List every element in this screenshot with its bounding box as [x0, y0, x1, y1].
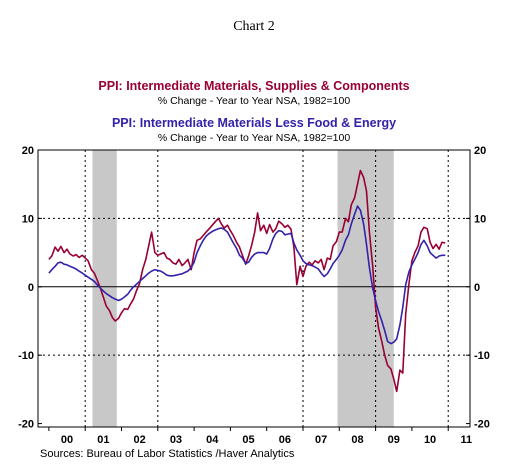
series-2-subtitle: % Change - Year to Year NSA, 1982=100 — [158, 132, 351, 144]
series-1-title: PPI: Intermediate Materials, Supplies & … — [98, 79, 409, 93]
recession-band-1 — [92, 150, 117, 427]
chart-title: Chart 2 — [233, 19, 275, 34]
x-tick-label: 00 — [61, 434, 73, 446]
x-tick-label: 10 — [424, 434, 436, 446]
series-line-1 — [48, 169, 446, 393]
y-tick-label-right: 0 — [474, 282, 480, 294]
series-line-2 — [48, 205, 446, 345]
x-tick-label: 09 — [388, 434, 400, 446]
y-tick-label-left: 0 — [28, 282, 34, 294]
x-tick-label: 11 — [461, 434, 473, 446]
plot-frame — [37, 149, 471, 428]
y-tick-label-right: -20 — [474, 419, 490, 431]
x-tick-label: 08 — [351, 434, 363, 446]
x-tick-label: 04 — [206, 434, 219, 446]
x-tick-label: 07 — [315, 434, 327, 446]
x-tick-label: 03 — [170, 434, 182, 446]
y-tick-label-right: 10 — [474, 213, 486, 225]
recession-band-2 — [337, 150, 394, 427]
source-note: Sources: Bureau of Labor Statistics /Hav… — [40, 448, 295, 460]
y-tick-label-left: 10 — [22, 213, 34, 225]
x-tick-label: 02 — [134, 434, 146, 446]
series-1-subtitle: % Change - Year to Year NSA, 1982=100 — [158, 95, 351, 107]
y-tick-label-left: 20 — [22, 145, 34, 157]
y-tick-label-right: 20 — [474, 145, 486, 157]
x-tick-label: 05 — [242, 434, 254, 446]
x-tick-label: 01 — [97, 434, 109, 446]
y-tick-label-left: -10 — [18, 350, 34, 362]
y-tick-label-left: -20 — [18, 419, 34, 431]
x-tick-label: 06 — [279, 434, 291, 446]
series-2-title: PPI: Intermediate Materials Less Food & … — [112, 116, 396, 130]
y-tick-label-right: -10 — [474, 350, 490, 362]
